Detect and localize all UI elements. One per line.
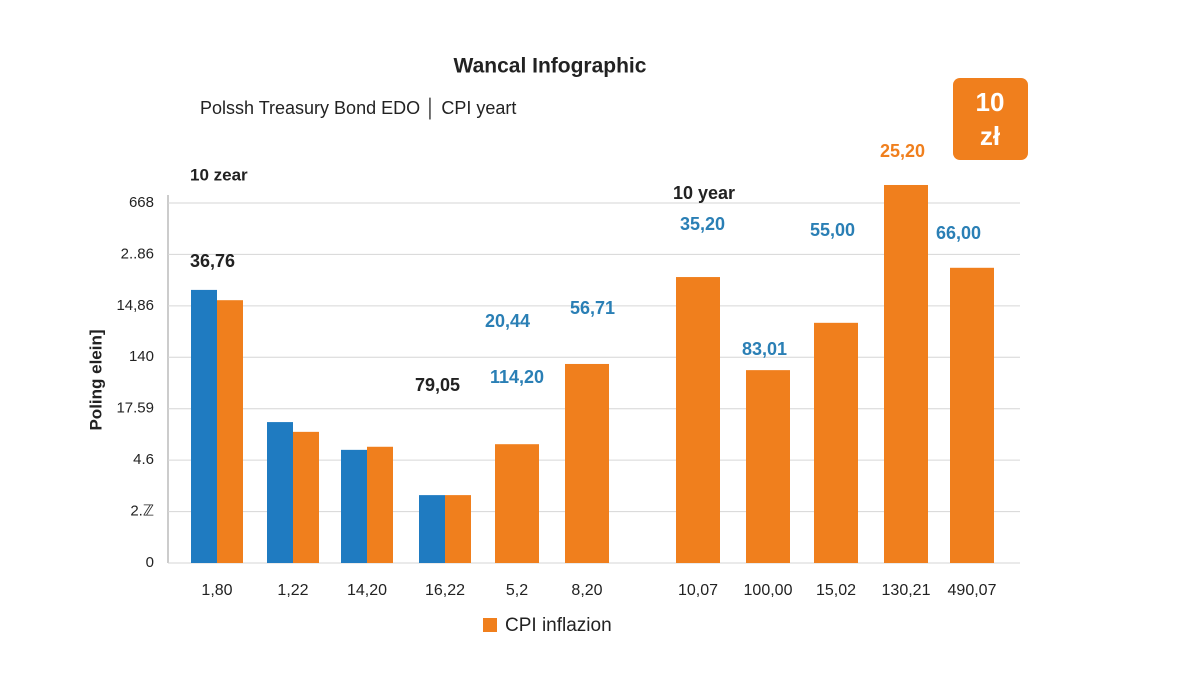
x-tick-label: 1,80 (201, 582, 232, 599)
x-tick-label: 10,07 (678, 582, 718, 599)
x-tick-label: 490,07 (948, 582, 997, 599)
x-tick-label: 5,2 (506, 582, 528, 599)
y-axis-label: Poling elein] (86, 329, 105, 430)
bar (217, 300, 243, 563)
bar (884, 184, 928, 563)
x-tick-label: 130,21 (882, 582, 931, 599)
bar (495, 444, 539, 563)
y-tick-label: 14,86 (116, 297, 154, 314)
x-tick-label: 14,20 (347, 582, 387, 599)
bar (746, 370, 790, 563)
bar (367, 446, 393, 563)
annotation: 10 year (673, 183, 735, 203)
bar (445, 495, 471, 563)
y-tick-label: 140 (129, 348, 154, 365)
annotation: 10 zear (190, 165, 248, 184)
y-tick-label: 2.ℤ (130, 503, 154, 520)
x-tick-label: 100,00 (744, 582, 793, 599)
bar (814, 322, 858, 563)
bar (341, 449, 367, 563)
annotation: 79,05 (415, 375, 460, 395)
badge-text: 10 (976, 87, 1005, 117)
bar (293, 431, 319, 563)
y-tick-label: 0 (146, 554, 154, 571)
bar (565, 363, 609, 563)
y-tick-label: 4.6 (133, 451, 154, 468)
bar (950, 267, 994, 563)
bar (419, 495, 445, 563)
annotation: 66,00 (936, 223, 981, 243)
annotation: 36,76 (190, 251, 235, 271)
legend-swatch (483, 618, 497, 632)
annotation: 56,71 (570, 298, 615, 318)
chart-title: Wancal Infographic (454, 55, 647, 78)
x-tick-label: 15,02 (816, 582, 856, 599)
annotation: 55,00 (810, 220, 855, 240)
legend-label: CPI inflazion (505, 615, 612, 636)
x-tick-label: 16,22 (425, 582, 465, 599)
annotation: 25,20 (880, 141, 925, 161)
y-tick-label: 668 (129, 194, 154, 211)
bar (676, 277, 720, 563)
annotation: 114,20 (490, 367, 544, 387)
bar (191, 289, 217, 563)
annotation: 20,44 (485, 311, 530, 331)
y-tick-label: 2..86 (121, 245, 154, 262)
x-tick-label: 8,20 (571, 582, 602, 599)
annotation: 83,01 (742, 339, 787, 359)
y-tick-label: 17.59 (116, 400, 154, 417)
badge-text: zł (980, 121, 1001, 151)
badge (953, 78, 1028, 160)
x-tick-label: 1,22 (277, 582, 308, 599)
bar (267, 422, 293, 563)
chart-subtitle: Polssh Treasury Bond EDO │ CPI yeart (200, 97, 516, 120)
annotation: 35,20 (680, 214, 725, 234)
